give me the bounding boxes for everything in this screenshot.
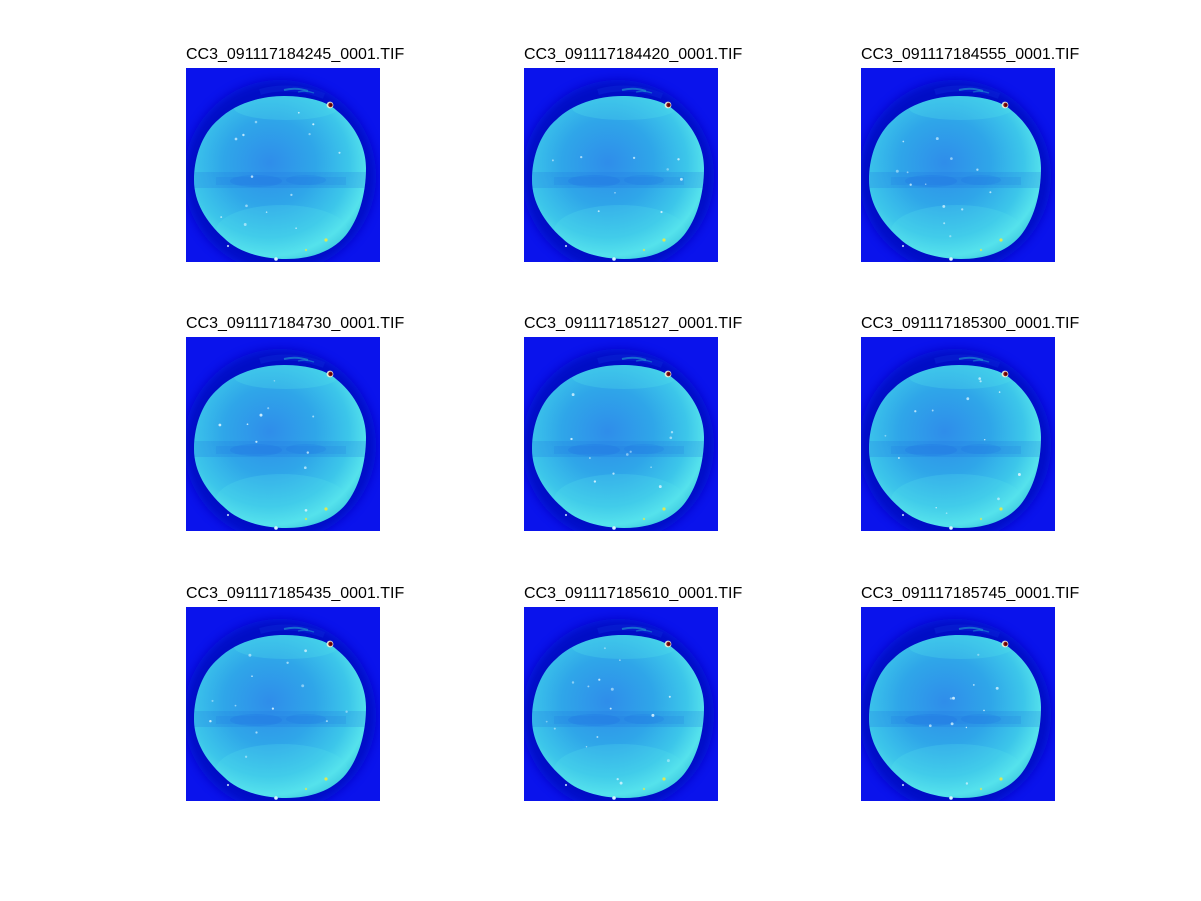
sample-image: [184, 607, 380, 811]
subplot-title: CC3_091117185435_0001.TIF: [186, 585, 405, 602]
subplot-title: CC3_091117184420_0001.TIF: [524, 46, 743, 63]
sample-image: [859, 68, 1055, 272]
subplot-title: CC3_091117185127_0001.TIF: [524, 315, 743, 332]
sample-image: [859, 607, 1055, 811]
sample-image: [522, 68, 718, 272]
sample-image: [522, 607, 718, 811]
subplot-title: CC3_091117185610_0001.TIF: [524, 585, 743, 602]
subplot-title: CC3_091117185300_0001.TIF: [861, 315, 1080, 332]
subplot-title: CC3_091117185745_0001.TIF: [861, 585, 1080, 602]
sample-image: [184, 68, 380, 272]
subplot-title: CC3_091117184555_0001.TIF: [861, 46, 1080, 63]
subplot-title: CC3_091117184730_0001.TIF: [186, 315, 405, 332]
sample-image: [522, 337, 718, 541]
sample-image: [184, 337, 380, 541]
subplot-title: CC3_091117184245_0001.TIF: [186, 46, 405, 63]
sample-image: [859, 337, 1055, 541]
